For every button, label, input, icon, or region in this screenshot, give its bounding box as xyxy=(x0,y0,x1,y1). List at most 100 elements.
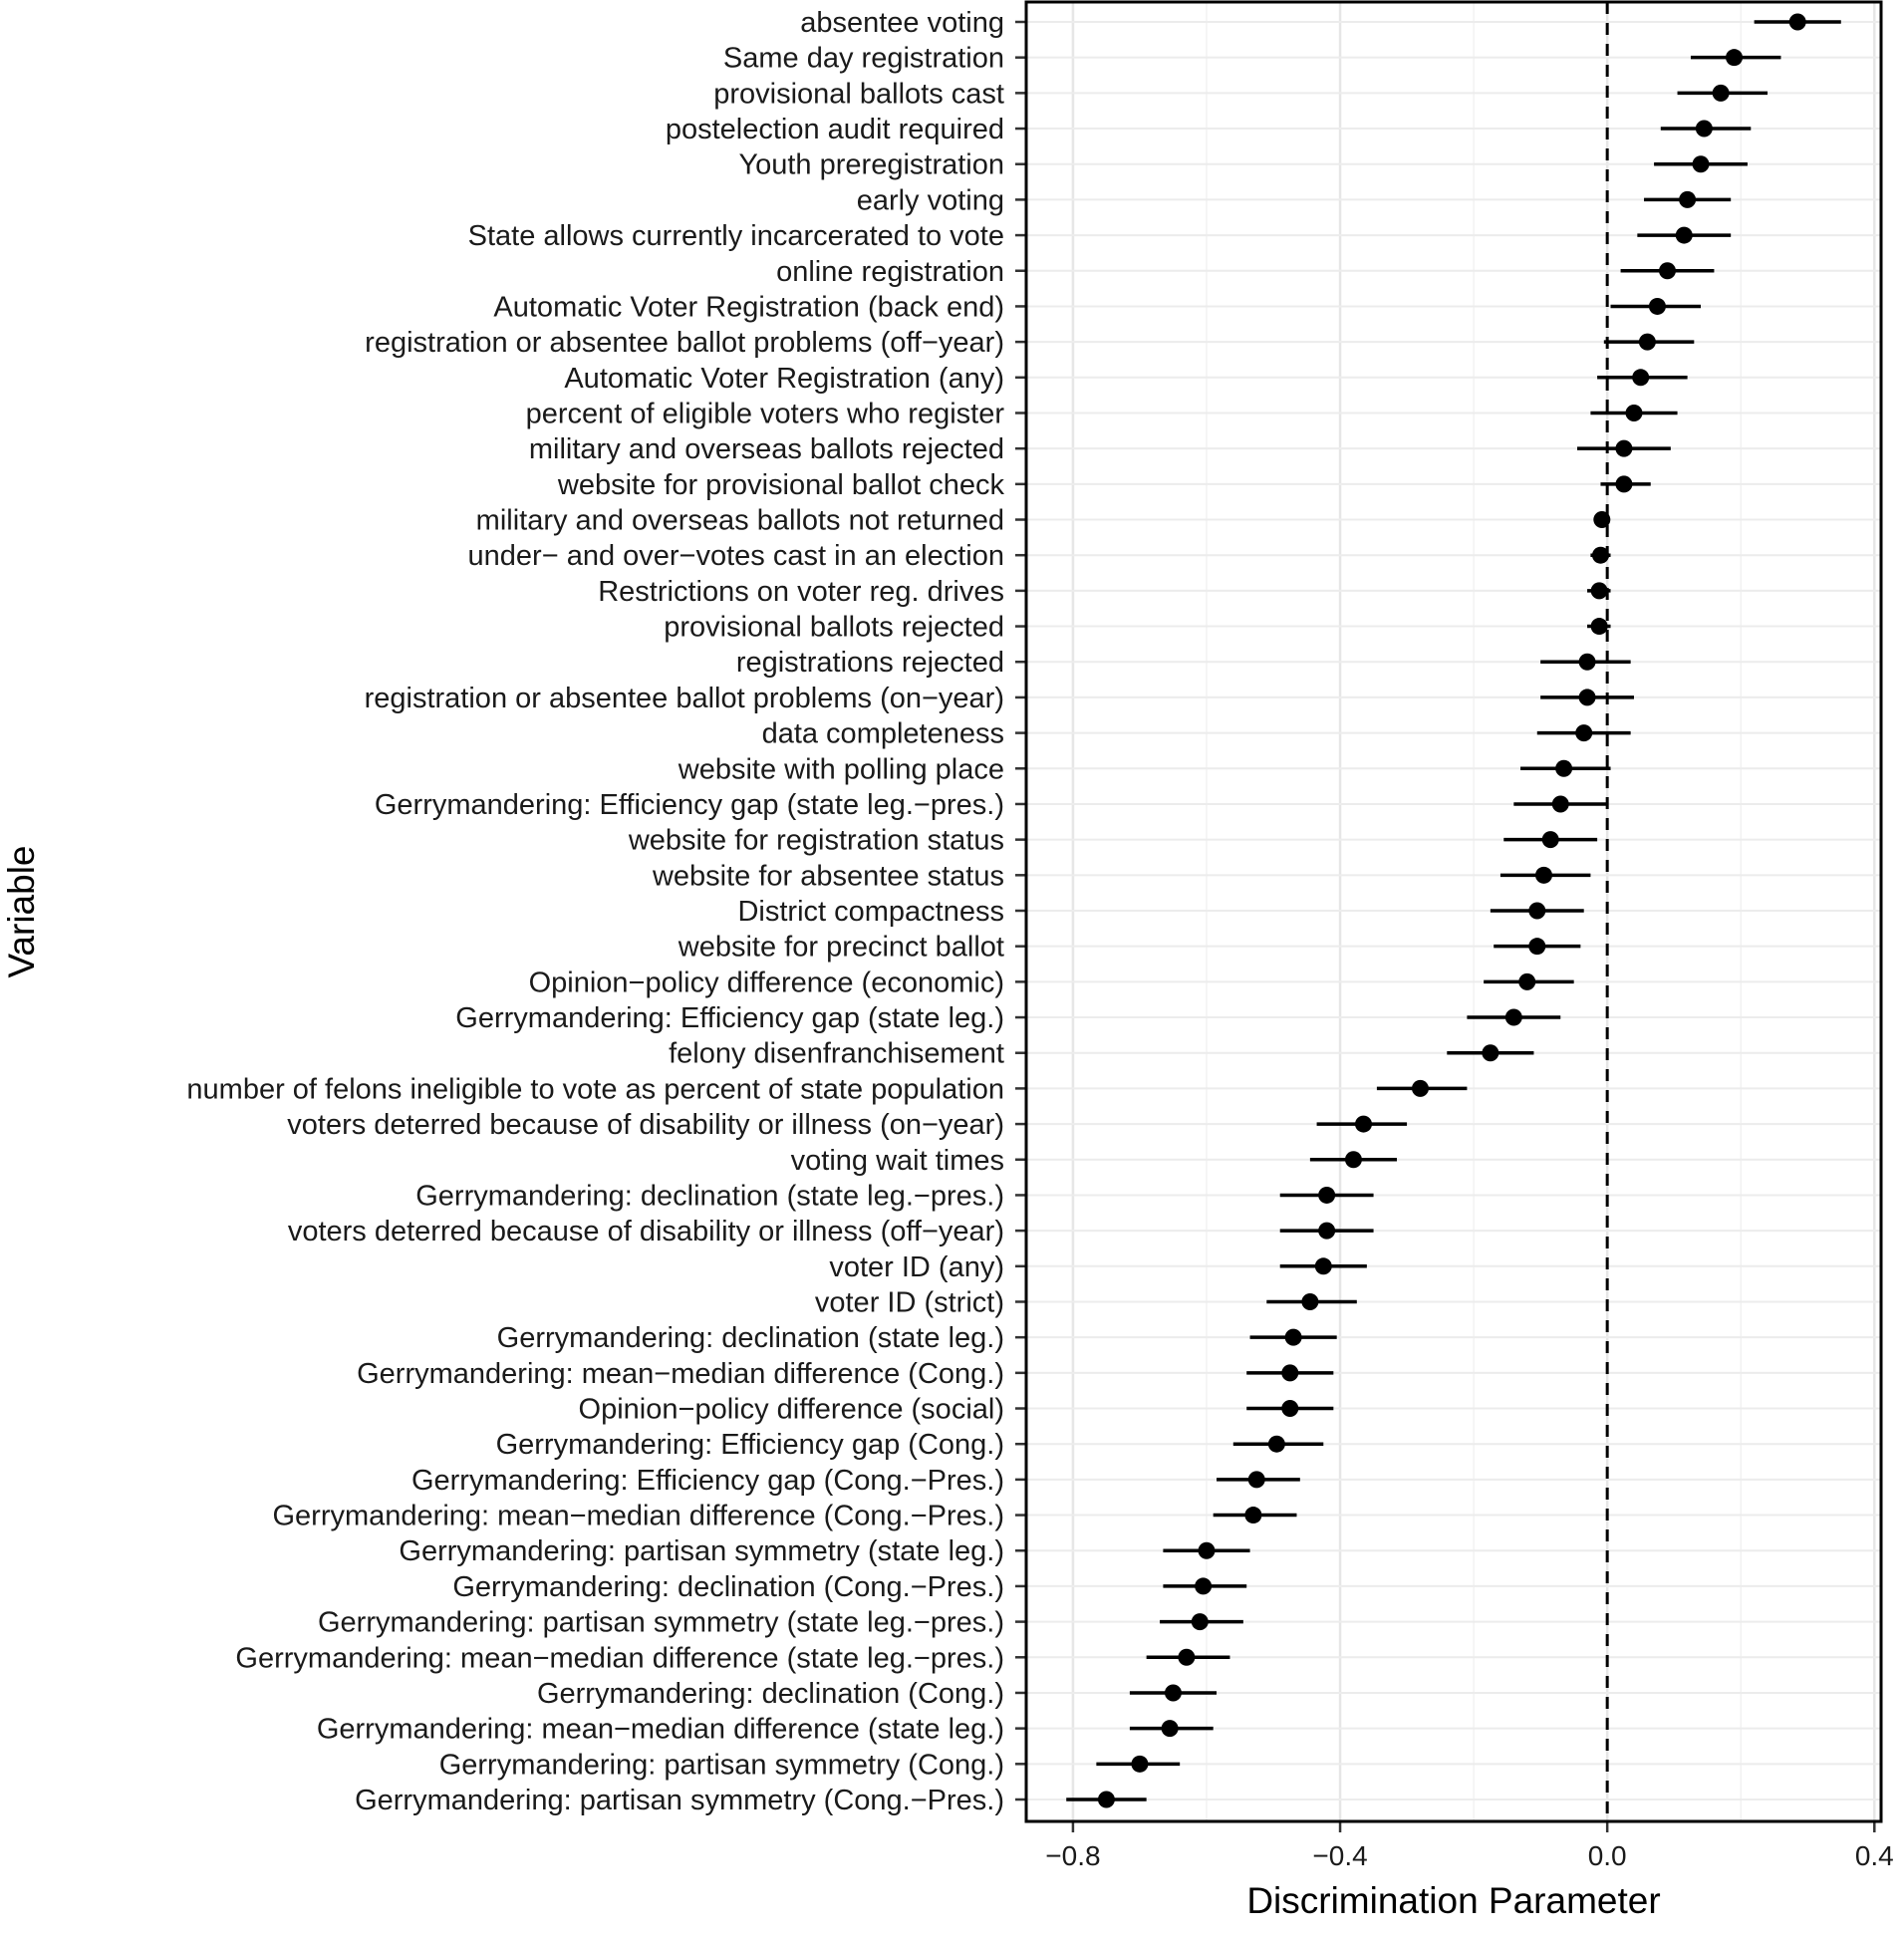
point-estimate xyxy=(1318,1186,1336,1204)
point-estimate xyxy=(1244,1507,1262,1524)
point-estimate xyxy=(1615,439,1633,457)
category-label: provisional ballots cast xyxy=(713,78,1004,110)
category-label: Gerrymandering: declination (state leg.) xyxy=(497,1322,1004,1354)
category-label: voter ID (strict) xyxy=(815,1286,1004,1318)
point-estimate xyxy=(1534,866,1552,884)
point-estimate xyxy=(1097,1791,1115,1808)
category-label: Same day registration xyxy=(723,43,1004,75)
y-axis-title: Variable xyxy=(1,845,42,977)
point-estimate xyxy=(1590,582,1608,600)
category-label: Gerrymandering: declination (Cong.−Pres.… xyxy=(452,1571,1004,1603)
category-label: Gerrymandering: mean−median difference (… xyxy=(235,1642,1004,1674)
point-estimate xyxy=(1551,795,1569,813)
category-label: under− and over−votes cast in an electio… xyxy=(468,540,1004,572)
category-label: Opinion−policy difference (social) xyxy=(579,1394,1004,1426)
point-estimate xyxy=(1318,1222,1336,1240)
point-estimate xyxy=(1344,1151,1362,1169)
category-label: Youth preregistration xyxy=(738,149,1004,181)
x-tick-label: 0.4 xyxy=(1855,1840,1894,1871)
point-estimate xyxy=(1578,653,1596,671)
category-label: number of felons ineligible to vote as p… xyxy=(186,1073,1004,1105)
x-tick-label: 0.0 xyxy=(1588,1840,1627,1871)
point-estimate xyxy=(1178,1648,1196,1666)
point-estimate xyxy=(1411,1079,1429,1097)
category-label: military and overseas ballots rejected xyxy=(529,433,1004,465)
point-estimate xyxy=(1638,333,1656,351)
point-estimate xyxy=(1591,546,1609,564)
category-label: website for absentee status xyxy=(652,860,1004,892)
point-estimate xyxy=(1578,689,1596,706)
point-estimate xyxy=(1267,1435,1285,1453)
point-estimate xyxy=(1355,1115,1373,1133)
category-label: felony disenfranchisement xyxy=(669,1038,1004,1070)
point-estimate xyxy=(1590,618,1608,636)
point-estimate xyxy=(1679,190,1697,208)
category-label: Gerrymandering: partisan symmetry (Cong.… xyxy=(439,1749,1004,1781)
point-estimate xyxy=(1541,831,1559,849)
category-label: Gerrymandering: partisan symmetry (state… xyxy=(399,1535,1004,1567)
category-label: website for precinct ballot xyxy=(678,932,1004,964)
point-estimate xyxy=(1164,1684,1182,1702)
point-estimate xyxy=(1247,1471,1265,1489)
point-estimate xyxy=(1615,475,1633,493)
point-estimate xyxy=(1301,1292,1319,1310)
category-label: Gerrymandering: mean−median difference (… xyxy=(317,1714,1004,1746)
category-label: Gerrymandering: declination (state leg.−… xyxy=(415,1180,1004,1212)
x-tick-label: −0.8 xyxy=(1045,1840,1100,1871)
x-axis-title: Discrimination Parameter xyxy=(1246,1880,1660,1921)
category-label: provisional ballots rejected xyxy=(664,612,1004,644)
category-label: percent of eligible voters who register xyxy=(526,398,1005,429)
point-estimate xyxy=(1726,49,1744,67)
category-label: voting wait times xyxy=(791,1145,1004,1177)
category-label: Automatic Voter Registration (any) xyxy=(564,363,1004,395)
point-estimates xyxy=(1097,13,1806,1808)
point-estimate xyxy=(1648,297,1666,315)
point-estimate xyxy=(1675,226,1693,244)
point-estimate xyxy=(1788,13,1806,31)
point-estimate xyxy=(1659,262,1676,280)
category-label: absentee voting xyxy=(800,7,1004,39)
point-estimate xyxy=(1593,511,1611,529)
category-label: registration or absentee ballot problems… xyxy=(365,327,1004,359)
point-estimate xyxy=(1695,120,1713,138)
category-label: military and overseas ballots not return… xyxy=(476,505,1004,537)
category-label: voter ID (any) xyxy=(829,1251,1004,1283)
category-label: Gerrymandering: mean−median difference (… xyxy=(272,1501,1004,1532)
category-label: voters deterred because of disability or… xyxy=(287,1109,1004,1141)
point-estimate xyxy=(1281,1400,1299,1418)
category-label: Gerrymandering: Efficiency gap (state le… xyxy=(455,1002,1004,1034)
point-estimate xyxy=(1528,902,1546,920)
category-label: Gerrymandering: partisan symmetry (Cong.… xyxy=(355,1785,1004,1816)
category-label: Restrictions on voter reg. drives xyxy=(598,576,1004,608)
category-label: online registration xyxy=(776,256,1004,288)
point-estimate xyxy=(1518,972,1536,990)
x-axis: −0.8 −0.4 0.0 0.4 xyxy=(1045,1821,1894,1871)
category-label: Opinion−policy difference (economic) xyxy=(529,967,1004,998)
point-estimate xyxy=(1161,1720,1179,1738)
point-estimate xyxy=(1191,1613,1209,1631)
point-estimate xyxy=(1131,1755,1149,1773)
category-label: District compactness xyxy=(737,896,1004,928)
category-label: Gerrymandering: Efficiency gap (state le… xyxy=(375,789,1004,821)
point-estimate xyxy=(1712,84,1730,102)
point-estimate xyxy=(1625,404,1643,421)
point-estimate xyxy=(1195,1577,1213,1595)
point-estimate xyxy=(1314,1257,1332,1275)
category-label: Gerrymandering: Efficiency gap (Cong.) xyxy=(496,1429,1004,1461)
category-label: Automatic Voter Registration (back end) xyxy=(493,291,1004,323)
category-label: State allows currently incarcerated to v… xyxy=(468,220,1004,252)
point-estimate xyxy=(1281,1364,1299,1382)
category-label: Gerrymandering: mean−median difference (… xyxy=(357,1358,1004,1390)
category-label: Gerrymandering: Efficiency gap (Cong.−Pr… xyxy=(411,1465,1004,1497)
plot-panel-border xyxy=(1024,0,1883,1823)
category-label: early voting xyxy=(857,184,1004,216)
point-estimate xyxy=(1284,1328,1302,1346)
category-label: registration or absentee ballot problems… xyxy=(365,683,1004,714)
category-label: data completeness xyxy=(762,718,1004,750)
category-label: postelection audit required xyxy=(666,114,1004,145)
category-label: website with polling place xyxy=(678,753,1004,785)
point-estimate xyxy=(1632,369,1650,387)
category-label: registrations rejected xyxy=(736,647,1004,679)
category-label: website for registration status xyxy=(628,825,1004,857)
